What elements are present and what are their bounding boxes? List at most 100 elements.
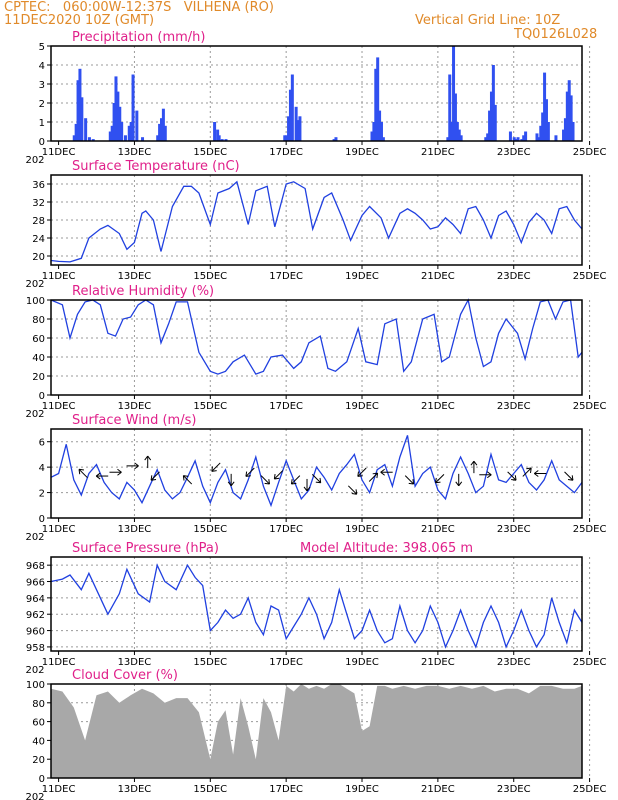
precip-bar — [91, 139, 95, 141]
y-tick-label: 4 — [39, 463, 45, 474]
precip-bar — [381, 137, 385, 141]
x-tick-label: 17DEC — [269, 657, 303, 668]
x-tick-label: 11DEC — [42, 784, 76, 795]
plot-frame — [50, 299, 583, 396]
precip-bar — [288, 89, 292, 141]
y-tick-label: 2 — [39, 99, 45, 110]
precip-bar — [522, 135, 526, 141]
precip-bar — [446, 137, 450, 141]
x-tick-label: 17DEC — [269, 147, 303, 158]
y-tick-label: 5 — [39, 42, 45, 53]
wind-arrow — [470, 460, 478, 474]
precip-bar — [298, 116, 302, 141]
precip-bar — [455, 122, 459, 141]
x-tick-label: 13DEC — [118, 401, 152, 412]
y-tick-label: 960 — [26, 627, 45, 638]
precip-bar — [516, 137, 520, 141]
x-tick-label: 15DEC — [193, 401, 227, 412]
x-tick-label: 25DEC — [573, 401, 607, 412]
precip-bar — [84, 118, 88, 141]
y-tick-label: 60 — [32, 334, 45, 345]
y-tick-label: 40 — [32, 353, 45, 364]
x-tick-label: 11DEC — [42, 147, 76, 158]
x-tick-label: 13DEC — [118, 524, 152, 535]
precip-bar — [76, 80, 80, 141]
x-tick-label: 15DEC — [193, 524, 227, 535]
precip-bar — [161, 108, 165, 141]
x-year-label: 202 — [25, 279, 44, 290]
precip-bar — [512, 137, 516, 141]
precip-bar — [491, 65, 495, 141]
precip-bar — [370, 131, 374, 141]
x-tick-label: 17DEC — [269, 271, 303, 282]
plot-frame — [50, 428, 583, 519]
wind-arrow — [455, 473, 463, 487]
precip-bar — [220, 139, 224, 141]
y-tick-label: 80 — [32, 315, 45, 326]
x-tick-label: 19DEC — [345, 784, 379, 795]
x-tick-label: 17DEC — [269, 401, 303, 412]
wind-arrow — [150, 471, 160, 481]
precip-bar — [569, 95, 573, 141]
panel-subtitle: Model Altitude: 398.065 m — [300, 541, 473, 556]
precip-bar — [159, 118, 163, 141]
precip-bar — [450, 122, 454, 141]
precip-bar — [554, 135, 558, 141]
wind-arrow — [564, 471, 574, 481]
panel-title: Relative Humidity (%) — [72, 284, 214, 299]
wind-arrow — [311, 474, 322, 484]
x-tick-label: 21DEC — [421, 784, 455, 795]
precip-bar — [114, 76, 118, 141]
wind-arrow — [245, 467, 255, 477]
y-tick-label: 40 — [32, 736, 45, 747]
wind-arrow — [533, 470, 547, 477]
precip-bar — [484, 137, 488, 141]
wind-arrow — [380, 468, 393, 476]
x-tick-label: 21DEC — [421, 401, 455, 412]
precip-bar — [80, 97, 84, 141]
wind-arrow — [303, 478, 311, 492]
x-tick-label: 17DEC — [269, 524, 303, 535]
precip-bar — [535, 133, 539, 141]
x-tick-label: 19DEC — [345, 147, 379, 158]
precip-bar — [372, 122, 376, 141]
y-tick-label: 100 — [26, 296, 45, 307]
y-tick-label: 0 — [39, 137, 45, 148]
precip-bar — [158, 123, 162, 141]
wind-arrow — [435, 474, 445, 484]
precip-bar — [287, 116, 291, 141]
precip-bar — [213, 122, 217, 141]
precip-bar — [571, 122, 575, 141]
precip-bar — [563, 118, 567, 141]
precip-bar — [141, 137, 145, 141]
x-tick-label: 23DEC — [497, 784, 531, 795]
y-tick-label: 60 — [32, 718, 45, 729]
x-year-label: 202 — [25, 532, 44, 543]
wind-arrow — [522, 467, 532, 477]
precip-bar — [112, 103, 116, 141]
series-line — [50, 298, 583, 375]
y-tick-label: 32 — [32, 198, 45, 209]
y-tick-label: 3 — [39, 80, 45, 91]
panel-5: 958 960 962 964 966 968 11DEC 13DEC 15DEC 17DEC 19… — [25, 541, 606, 676]
x-tick-label: 25DEC — [573, 147, 607, 158]
wind-arrow — [260, 475, 270, 485]
x-tick-label: 21DEC — [421, 657, 455, 668]
plot-frame — [50, 683, 583, 779]
y-tick-label: 0 — [39, 391, 45, 402]
panel-2: 20 24 28 32 36 11DEC 13DEC 15DEC 17DEC 19DEC 21DEC… — [25, 159, 606, 290]
series-line — [50, 563, 583, 649]
x-tick-label: 15DEC — [193, 147, 227, 158]
precip-bar — [296, 120, 300, 141]
header-code: TQ0126L028 — [514, 27, 598, 42]
x-year-label: 202 — [25, 665, 44, 676]
precip-bar — [123, 135, 127, 141]
precip-bar — [116, 91, 120, 141]
wind-arrow — [227, 473, 235, 487]
y-tick-label: 100 — [26, 680, 45, 691]
precip-bar — [520, 139, 524, 141]
wind-arrow — [368, 472, 379, 482]
x-tick-label: 11DEC — [42, 401, 76, 412]
precip-bar — [457, 129, 461, 141]
